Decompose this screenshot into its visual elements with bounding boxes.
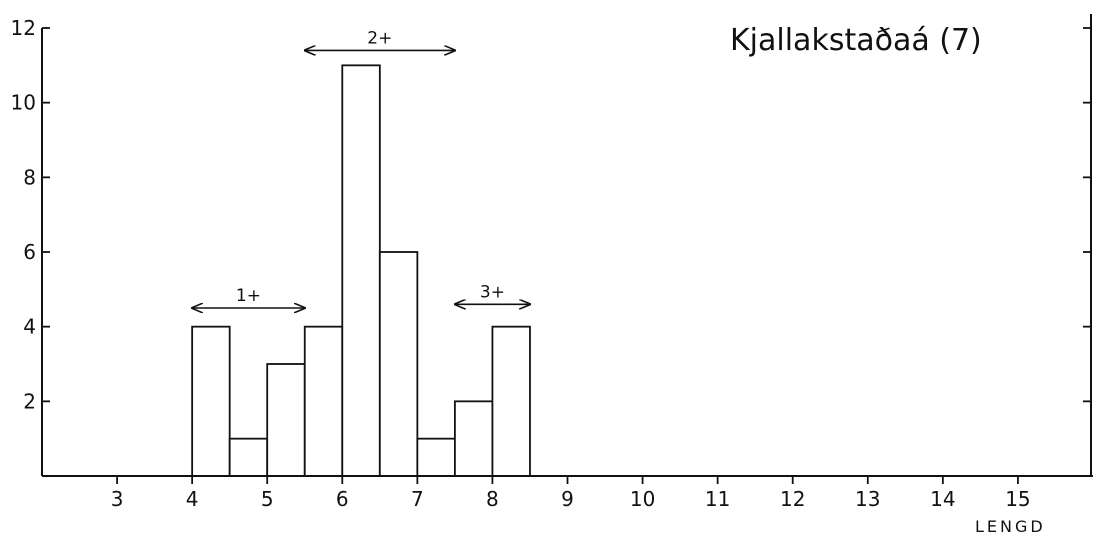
- x-tick-label: 7: [411, 487, 424, 511]
- histogram-bar: [303, 325, 344, 477]
- annotations-layer: 1+ 2+ 3+: [192, 28, 530, 308]
- x-axis-label: LENGD: [975, 517, 1046, 536]
- histogram-bar: [378, 251, 419, 477]
- annotation-label: 3+: [480, 282, 505, 302]
- axes-layer: 2 4 6 8 10 12 3 4 5 6 7 8 9 10 11 12 13 14 15: [11, 14, 1093, 511]
- x-tick-label: 12: [780, 487, 805, 511]
- y-tick-label: 6: [23, 240, 36, 264]
- chart-title: Kjallakstaðaá (7): [730, 23, 982, 58]
- histogram-bar: [191, 325, 231, 477]
- y-tick-label: 2: [23, 389, 36, 413]
- y-tick-label: 8: [23, 165, 36, 189]
- annotation-label: 1+: [236, 286, 261, 306]
- histogram-bar: [416, 437, 456, 477]
- x-tick-label: 10: [630, 487, 655, 511]
- y-tick-label: 10: [11, 91, 36, 115]
- x-tick-label: 3: [111, 487, 124, 511]
- x-tick-label: 5: [261, 487, 274, 511]
- x-tick-label: 6: [336, 487, 349, 511]
- histogram-bar: [228, 437, 269, 477]
- x-tick-label: 15: [1005, 487, 1030, 511]
- x-tick-label: 11: [705, 487, 730, 511]
- annotation-label: 2+: [367, 28, 392, 48]
- histogram-bar: [266, 363, 306, 477]
- x-tick-label: 13: [855, 487, 880, 511]
- y-tick-label: 4: [23, 315, 36, 339]
- y-tick-label: 12: [11, 16, 36, 40]
- x-tick-label: 9: [561, 487, 574, 511]
- x-tick-label: 4: [186, 487, 199, 511]
- bars-layer: [191, 64, 531, 477]
- histogram-bar: [491, 325, 531, 477]
- x-tick-label: 14: [930, 487, 955, 511]
- x-tick-label: 8: [486, 487, 499, 511]
- histogram-bar: [453, 400, 494, 477]
- histogram-bar: [341, 64, 381, 477]
